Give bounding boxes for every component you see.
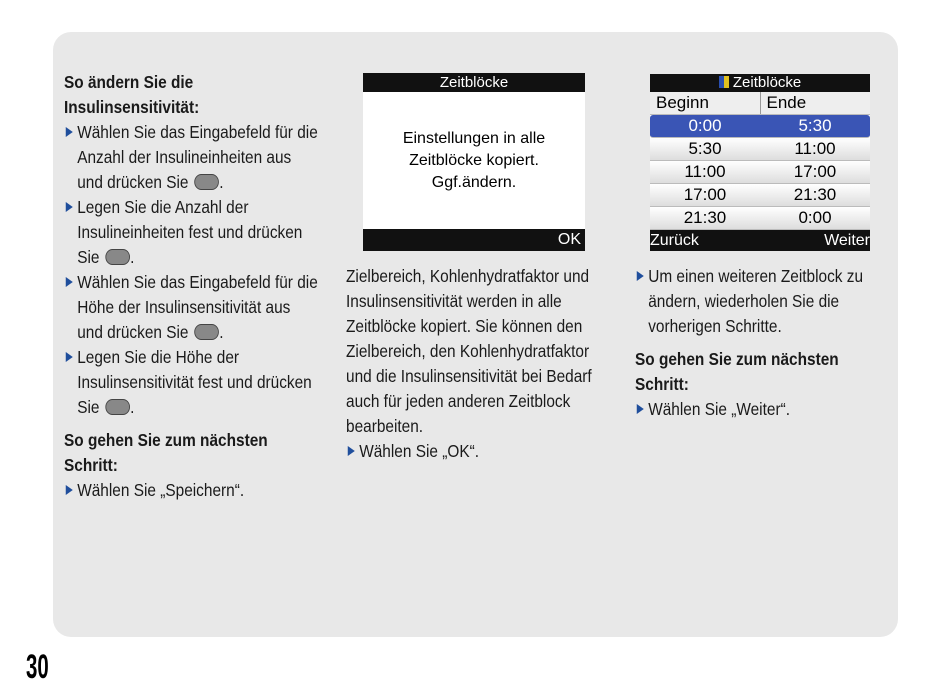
end-time: 17:00: [793, 162, 837, 181]
begin-time: 11:00: [684, 162, 726, 181]
page-number: 30: [26, 648, 49, 686]
begin-time: 17:00: [683, 185, 727, 204]
button-key-icon: [105, 249, 131, 265]
column-3: Um einen weiteren Zeitblock zu ändern, w…: [635, 264, 873, 422]
timeblock-row: 11:00 17:00: [650, 161, 870, 184]
timeblock-row: 21:30 0:00: [650, 207, 870, 230]
begin-time: 0:00: [688, 116, 722, 135]
bullet: Um einen weiteren Zeitblock zu ändern, w…: [635, 264, 873, 339]
timeblock-row: 5:30 11:00: [650, 138, 870, 161]
bullet: Legen Sie die Höhe der Insulinsensitivit…: [64, 345, 319, 420]
device-screen-copied: Zeitblöcke Einstellungen in alle Zeitblö…: [363, 73, 585, 251]
screen-message: Einstellungen in alle Zeitblöcke kopiert…: [402, 129, 546, 191]
device-screen-timeblocks: Zeitblöcke Beginn Ende 0:00 5:30 5:30 11:00 1…: [650, 74, 870, 251]
next-step-heading: So gehen Sie zum nächsten Schritt:: [64, 430, 268, 475]
button-key-icon: [105, 399, 131, 415]
end-time: 5:30: [798, 116, 832, 135]
end-time: 11:00: [794, 139, 836, 158]
column-2: Zielbereich, Kohlenhydratfaktor und Insu…: [346, 264, 601, 464]
timeblock-row: 0:00 5:30: [650, 115, 870, 138]
button-key-icon: [194, 174, 220, 190]
heading: So ändern Sie die Insulinsensitivität:: [64, 72, 200, 117]
button-key-icon: [194, 324, 220, 340]
timeblock-row: 17:00 21:30: [650, 184, 870, 207]
end-time: 21:30: [793, 185, 837, 204]
ok-softkey: OK: [363, 229, 585, 251]
next-softkey: Weiter: [824, 232, 870, 249]
screen-title: Zeitblöcke: [732, 74, 802, 91]
description: Zielbereich, Kohlenhydratfaktor und Insu…: [346, 266, 592, 436]
column-header: Ende: [766, 93, 807, 112]
back-softkey: Zurück: [650, 232, 699, 249]
end-time: 0:00: [798, 208, 832, 227]
begin-time: 21:30: [683, 208, 727, 227]
column-header: Beginn: [650, 92, 761, 114]
bullet: Wählen Sie „Weiter“.: [635, 397, 873, 422]
bullet: Wählen Sie das Eingabefeld für die Anzah…: [64, 120, 319, 195]
column-1: So ändern Sie die Insulinsensitivität: W…: [64, 70, 319, 503]
bullet: Wählen Sie „Speichern“.: [64, 478, 319, 503]
begin-time: 5:30: [688, 139, 722, 158]
bullet: Legen Sie die Anzahl der Insulineinheite…: [64, 195, 319, 270]
screen-title: Zeitblöcke: [363, 73, 585, 92]
bullet: Wählen Sie das Eingabefeld für die Höhe …: [64, 270, 319, 345]
timeblock-icon: [718, 76, 729, 88]
next-step-heading: So gehen Sie zum nächsten Schritt:: [635, 349, 839, 394]
bullet: Wählen Sie „OK“.: [346, 439, 601, 464]
